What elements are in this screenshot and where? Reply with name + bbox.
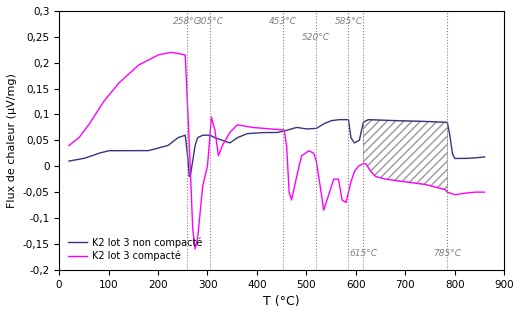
K2 lot 3 non compacté [376,118,382,122]
K2 lot 3 non compacté [66,159,72,163]
K2 lot 3 non compacté [336,118,342,122]
K2 lot 3 compacté [225,134,231,138]
Line: K2 lot 3 non compacté: K2 lot 3 non compacté [69,120,485,176]
K2 lot 3 compacté [376,176,382,180]
K2 lot 3 compacté [141,60,147,64]
Y-axis label: Flux de chaleur (μV/mg): Flux de chaleur (μV/mg) [7,73,17,208]
K2 lot 3 compacté [192,247,199,251]
K2 lot 3 compacté [481,190,488,194]
Text: 520°C: 520°C [302,33,330,42]
K2 lot 3 compacté [167,50,173,54]
Text: 585°C: 585°C [334,17,363,26]
X-axis label: T (°C): T (°C) [263,295,300,308]
Text: 785°C: 785°C [433,249,462,258]
Legend: K2 lot 3 non compacté, K2 lot 3 compacté: K2 lot 3 non compacté, K2 lot 3 compacté [64,233,206,265]
K2 lot 3 compacté [315,172,321,176]
K2 lot 3 compacté [336,182,342,186]
K2 lot 3 non compacté [336,118,342,122]
K2 lot 3 compacté [66,144,72,147]
Text: 453°C: 453°C [269,17,297,26]
Text: 305°C: 305°C [196,17,224,26]
Text: 615°C: 615°C [349,249,377,258]
K2 lot 3 non compacté [141,149,147,152]
K2 lot 3 compacté [407,180,414,184]
K2 lot 3 non compacté [315,125,321,129]
K2 lot 3 non compacté [407,119,414,123]
Text: 258°C: 258°C [172,17,201,26]
K2 lot 3 non compacté [186,175,192,178]
K2 lot 3 non compacté [225,140,231,144]
Line: K2 lot 3 compacté: K2 lot 3 compacté [69,52,485,249]
K2 lot 3 non compacté [481,155,488,159]
